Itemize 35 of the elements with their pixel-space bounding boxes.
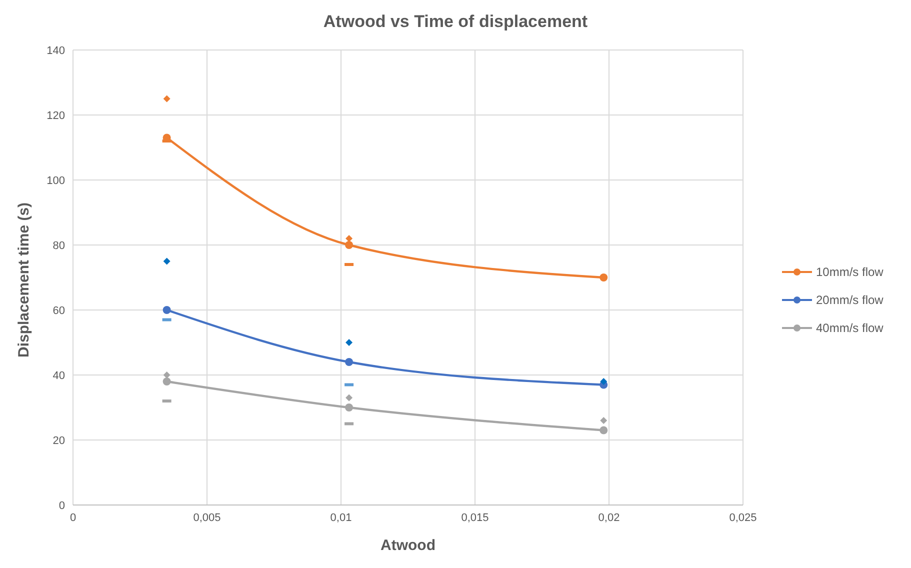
y-axis-title: Displacement time (s) bbox=[15, 202, 32, 358]
point bbox=[346, 235, 353, 242]
point bbox=[163, 372, 170, 378]
y-tick-label: 20 bbox=[52, 434, 65, 447]
point bbox=[345, 241, 354, 249]
point bbox=[162, 378, 171, 386]
y-tick-label: 120 bbox=[46, 110, 65, 122]
y-tick-label: 80 bbox=[52, 240, 65, 252]
x-tick-label: 0 bbox=[70, 512, 76, 524]
point bbox=[162, 306, 171, 314]
y-tick-label: 140 bbox=[46, 44, 65, 57]
x-tick-label: 0,02 bbox=[598, 512, 620, 524]
legend-label: 40mm/s flow bbox=[816, 321, 884, 335]
x-tick-label: 0,015 bbox=[461, 512, 489, 524]
point bbox=[600, 417, 608, 424]
point bbox=[163, 258, 170, 265]
point bbox=[345, 404, 354, 412]
y-tick-label: 0 bbox=[58, 500, 65, 512]
x-axis-title: Atwood bbox=[380, 537, 436, 554]
x-tick-label: 0,01 bbox=[330, 512, 352, 524]
point bbox=[345, 358, 354, 366]
point bbox=[163, 95, 170, 102]
y-tick-label: 60 bbox=[52, 304, 65, 317]
legend-label: 10mm/s flow bbox=[816, 265, 884, 279]
y-tick-label: 40 bbox=[52, 370, 65, 382]
point bbox=[346, 394, 353, 402]
x-tick-label: 0,025 bbox=[729, 512, 757, 524]
legend-label: 20mm/s flow bbox=[816, 293, 884, 307]
point bbox=[346, 339, 353, 346]
point bbox=[600, 274, 608, 282]
point bbox=[600, 378, 608, 385]
y-tick-label: 100 bbox=[46, 174, 65, 187]
point bbox=[600, 426, 608, 434]
chart-title: Atwood vs Time of displacement bbox=[322, 11, 589, 33]
x-tick-label: 0,005 bbox=[193, 512, 221, 524]
